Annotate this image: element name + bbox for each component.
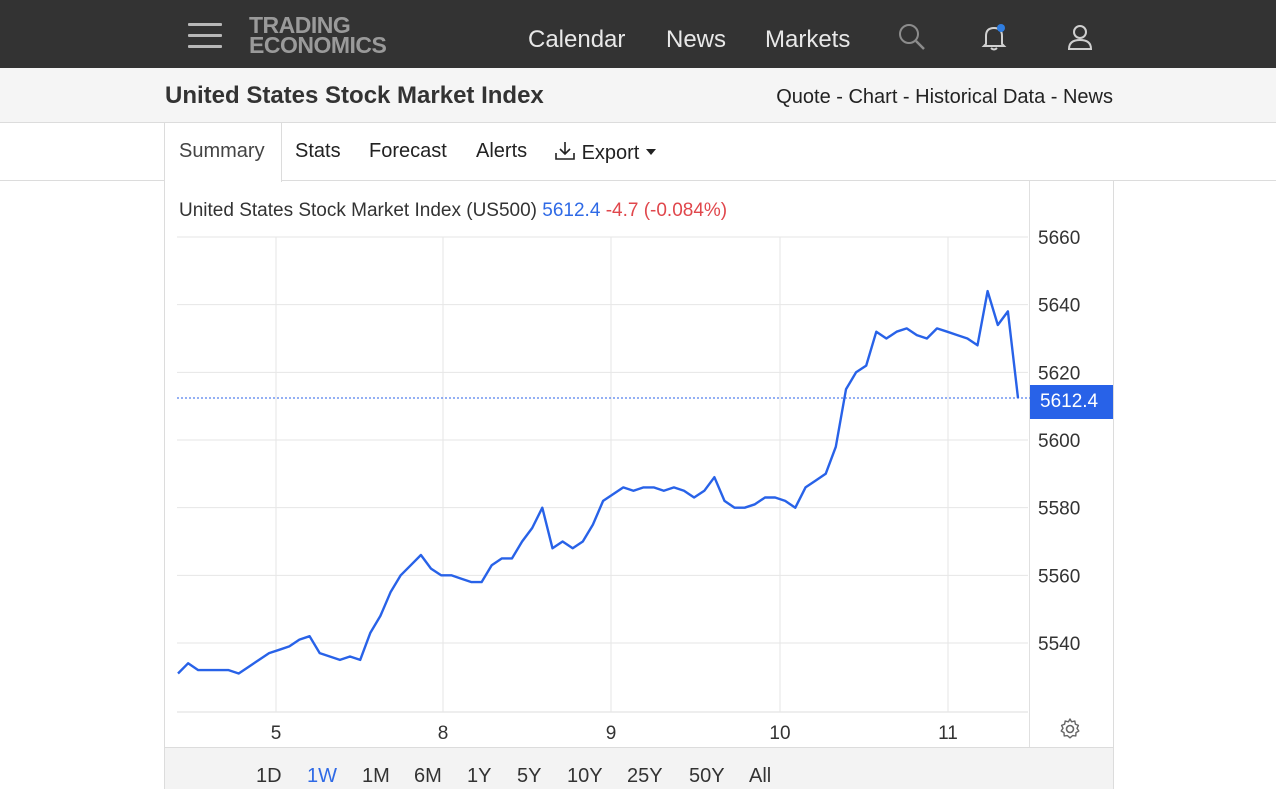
export-label: Export <box>581 142 640 164</box>
price-change: -4.7 (-0.084%) <box>605 200 728 221</box>
range-5y[interactable]: 5Y <box>517 765 542 787</box>
range-6m[interactable]: 6M <box>414 765 442 787</box>
x-tick-label: 8 <box>438 723 449 744</box>
x-tick-label: 11 <box>938 723 958 744</box>
y-tick-label: 5660 <box>1038 228 1080 249</box>
x-tick-label: 5 <box>271 723 282 744</box>
separator: - <box>1045 86 1063 108</box>
range-all[interactable]: All <box>749 765 772 787</box>
title-bar: United States Stock Market Index Quote -… <box>0 68 1276 123</box>
tab-summary-label: Summary <box>179 140 265 162</box>
bell-icon[interactable] <box>979 22 1009 52</box>
download-icon <box>555 142 575 160</box>
sub-navigation: Quote - Chart - Historical Data - News <box>776 86 1113 109</box>
link-chart[interactable]: Chart <box>848 86 898 108</box>
link-historical-data[interactable]: Historical Data <box>915 86 1046 108</box>
chart-panel <box>164 181 1114 789</box>
nav-calendar[interactable]: Calendar <box>528 26 626 53</box>
user-icon[interactable] <box>1065 22 1095 52</box>
range-50y[interactable]: 50Y <box>689 765 725 787</box>
x-tick-label: 10 <box>769 723 790 744</box>
top-navbar: TRADING ECONOMICS Calendar News Markets <box>0 0 1276 68</box>
range-10y[interactable]: 10Y <box>567 765 603 787</box>
y-tick-label: 5640 <box>1038 296 1080 317</box>
y-axis-area <box>1029 181 1113 747</box>
logo[interactable]: TRADING ECONOMICS <box>249 12 387 58</box>
range-1d[interactable]: 1D <box>256 765 282 787</box>
link-news[interactable]: News <box>1062 86 1113 108</box>
page-title: United States Stock Market Index <box>165 82 544 109</box>
caret-down-icon <box>645 149 656 155</box>
separator: - <box>830 86 849 108</box>
nav-news[interactable]: News <box>666 26 727 53</box>
last-price: 5612.4 <box>542 200 601 221</box>
range-1m[interactable]: 1M <box>362 765 390 787</box>
tab-alerts[interactable]: Alerts <box>476 140 528 162</box>
logo-line-2: ECONOMICS <box>249 32 387 58</box>
tab-stats[interactable]: Stats <box>295 140 341 162</box>
nav-markets[interactable]: Markets <box>765 26 851 53</box>
settings-gear-icon[interactable] <box>1058 717 1082 741</box>
tab-forecast[interactable]: Forecast <box>369 140 447 162</box>
y-tick-label: 5540 <box>1038 634 1080 655</box>
separator: - <box>897 86 916 108</box>
logo-line-1: TRADING <box>249 12 351 38</box>
hamburger-menu-icon[interactable] <box>188 23 222 49</box>
range-1y[interactable]: 1Y <box>467 765 492 787</box>
y-tick-label: 5620 <box>1038 363 1080 384</box>
search-icon[interactable] <box>897 22 927 52</box>
x-tick-label: 9 <box>606 723 617 744</box>
price-series-line <box>177 289 1020 675</box>
range-25y[interactable]: 25Y <box>627 765 663 787</box>
tab-row: Summary Stats Forecast Alerts Export <box>0 123 1276 182</box>
y-tick-label: 5600 <box>1038 431 1080 452</box>
range-1w[interactable]: 1W <box>307 765 337 787</box>
tab-summary[interactable]: Summary <box>164 123 282 182</box>
y-tick-label: 5560 <box>1038 566 1080 587</box>
range-selector <box>165 747 1113 789</box>
current-price-tag: 5612.4 <box>1030 385 1113 419</box>
chart-title: United States Stock Market Index (US500)… <box>179 200 727 222</box>
instrument-name: United States Stock Market Index (US500) <box>179 200 537 221</box>
y-tick-label: 5580 <box>1038 499 1080 520</box>
link-quote[interactable]: Quote <box>776 86 831 108</box>
export-button[interactable]: Export <box>554 140 657 165</box>
